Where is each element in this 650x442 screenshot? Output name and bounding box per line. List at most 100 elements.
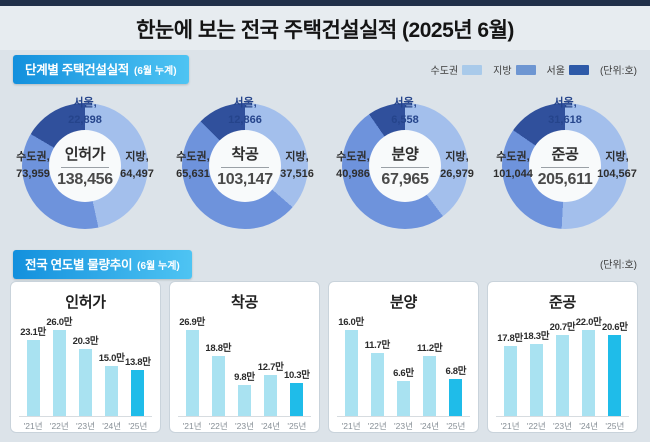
- bar-value-label: 9.8만: [234, 371, 255, 383]
- bar-column: 15.0만: [99, 350, 125, 416]
- donut-segment-label-seoul: 서울, 6,558: [325, 95, 485, 129]
- segment-name: 수도권,: [496, 151, 530, 163]
- segment-value: 64,497: [120, 168, 154, 180]
- x-axis-labels: '21년 '22년 '23년 '24년 '25년: [19, 417, 152, 432]
- year-tick-label: '21년: [182, 421, 202, 431]
- card-title: 인허가: [65, 294, 106, 311]
- divider: [541, 167, 589, 168]
- bar-value-label: 15.0만: [98, 353, 125, 365]
- bar: [449, 379, 463, 416]
- segment-value: 104,567: [597, 168, 637, 180]
- segment-name: 수도권,: [336, 151, 370, 163]
- legend-label: 서울: [546, 66, 565, 77]
- bar: [555, 335, 569, 416]
- bar: [211, 355, 225, 416]
- segment-value: 31,618: [548, 114, 582, 126]
- bar-column: 20.3만: [72, 333, 99, 416]
- legend-item-지방: 지방: [493, 62, 536, 77]
- donut-segment-label-jibang: 지방, 104,567: [585, 149, 649, 183]
- bar-column: 11.7만: [364, 337, 390, 416]
- segment-name: 지방,: [605, 151, 629, 163]
- bar: [608, 335, 622, 416]
- segment-value: 22,898: [68, 114, 102, 126]
- bar-chart-card-인허가: 인허가 23.1만 26.0만 20.3만 15.0만 13.8만 '21년 '22년 '23년…: [10, 281, 161, 433]
- bar: [344, 330, 358, 416]
- bar-column: 23.1만: [20, 324, 46, 416]
- year-tick-label: '25년: [605, 421, 625, 431]
- bar-plot-area: 23.1만 26.0만 20.3만 15.0만 13.8만: [19, 316, 152, 417]
- donut-segment-label-jibang: 지방, 64,497: [105, 149, 169, 183]
- bar-column: 10.3만: [284, 367, 310, 416]
- bar: [264, 375, 278, 416]
- section-title: 단계별 주택건설실적: [25, 63, 129, 77]
- year-tick-label: '22년: [367, 421, 387, 431]
- segment-name: 서울,: [393, 97, 417, 109]
- bar-value-label: 18.8만: [205, 342, 232, 354]
- year-tick-label: '21년: [500, 421, 520, 431]
- year-tick-label: '22년: [208, 421, 228, 431]
- donut-title: 준공: [551, 146, 579, 163]
- donut-total-value: 205,611: [537, 171, 593, 188]
- segment-name: 지방,: [285, 151, 309, 163]
- donut-segment-label-seoul: 서울, 31,618: [485, 95, 645, 129]
- segment-name: 수도권,: [176, 151, 210, 163]
- segment-value: 65,631: [176, 168, 210, 180]
- card-title: 분양: [389, 294, 417, 311]
- year-tick-label: '23년: [553, 421, 572, 431]
- year-tick-label: '23년: [235, 421, 254, 431]
- legend-label: 지방: [493, 66, 512, 77]
- unit-label: (단위:호): [599, 66, 637, 77]
- legend-swatch: [515, 64, 536, 75]
- bar-value-label: 10.3만: [283, 370, 310, 382]
- bar-column: 18.3만: [523, 328, 549, 416]
- bar: [529, 344, 543, 416]
- year-tick-label: '24년: [579, 421, 599, 431]
- bar: [423, 355, 437, 416]
- donut-center: 착공 103,147: [209, 130, 281, 202]
- bar-value-label: 12.7만: [257, 362, 284, 374]
- donut-title: 인허가: [64, 146, 106, 163]
- year-tick-label: '24년: [420, 421, 440, 431]
- bar-value-label: 18.3만: [523, 331, 550, 343]
- segment-value: 101,044: [493, 168, 533, 180]
- donut-total-value: 103,147: [217, 171, 273, 188]
- bar: [131, 370, 145, 416]
- donut-center: 준공 205,611: [529, 130, 601, 202]
- donut-segment-label-jibang: 지방, 26,979: [425, 149, 489, 183]
- bar: [26, 339, 40, 416]
- bar-value-label: 23.1만: [20, 326, 46, 338]
- x-axis-labels: '21년 '22년 '23년 '24년 '25년: [337, 417, 470, 432]
- segment-name: 서울,: [553, 97, 577, 109]
- bar-value-label: 26.9만: [179, 317, 205, 328]
- card-title: 준공: [548, 294, 576, 311]
- bar-value-label: 20.7만: [549, 322, 576, 334]
- divider: [221, 167, 269, 168]
- bar-value-label: 11.7만: [364, 340, 391, 352]
- bar-column: 17.8만: [497, 330, 523, 416]
- bar: [370, 353, 384, 416]
- year-tick-label: '25년: [128, 421, 148, 431]
- bar-column: 13.8만: [125, 354, 151, 416]
- bar-chart-card-착공: 착공 26.9만 18.8만 9.8만 12.7만 10.3만 '21년 '22년 '23년 '2…: [169, 281, 320, 433]
- bar-column: 11.2만: [417, 340, 443, 416]
- bar-column: 6.6만: [390, 365, 416, 416]
- year-tick-label: '25년: [287, 421, 307, 431]
- bar: [396, 380, 410, 416]
- year-tick-label: '22년: [526, 421, 546, 431]
- bar-chart-card-준공: 준공 17.8만 18.3만 20.7만 22.0만 20.6만 '21년 '22년 '23년 '…: [487, 281, 638, 433]
- section-subtitle: (6월 누계): [133, 66, 177, 77]
- bar-value-label: 20.3만: [72, 335, 99, 347]
- donut-title: 분양: [391, 146, 419, 163]
- bar: [582, 330, 596, 416]
- segment-name: 서울,: [233, 97, 257, 109]
- segment-name: 지방,: [125, 151, 149, 163]
- x-axis-labels: '21년 '22년 '23년 '24년 '25년: [178, 417, 311, 432]
- legend-swatch: [568, 64, 589, 75]
- bar-column: 12.7만: [258, 359, 284, 416]
- section-subtitle: (6월 누계): [137, 261, 180, 272]
- bar-chart-card-분양: 분양 16.0만 11.7만 6.6만 11.2만 6.8만 '21년 '22년 '23년 '24…: [328, 281, 479, 433]
- donut-chart-row: 인허가 138,456 서울, 22,898 수도권, 73,959 지방, 64,497 착공…: [5, 92, 645, 242]
- legend: 수도권 지방 서울 (단위:호): [431, 62, 637, 77]
- bar-column: 18.8만: [205, 340, 231, 416]
